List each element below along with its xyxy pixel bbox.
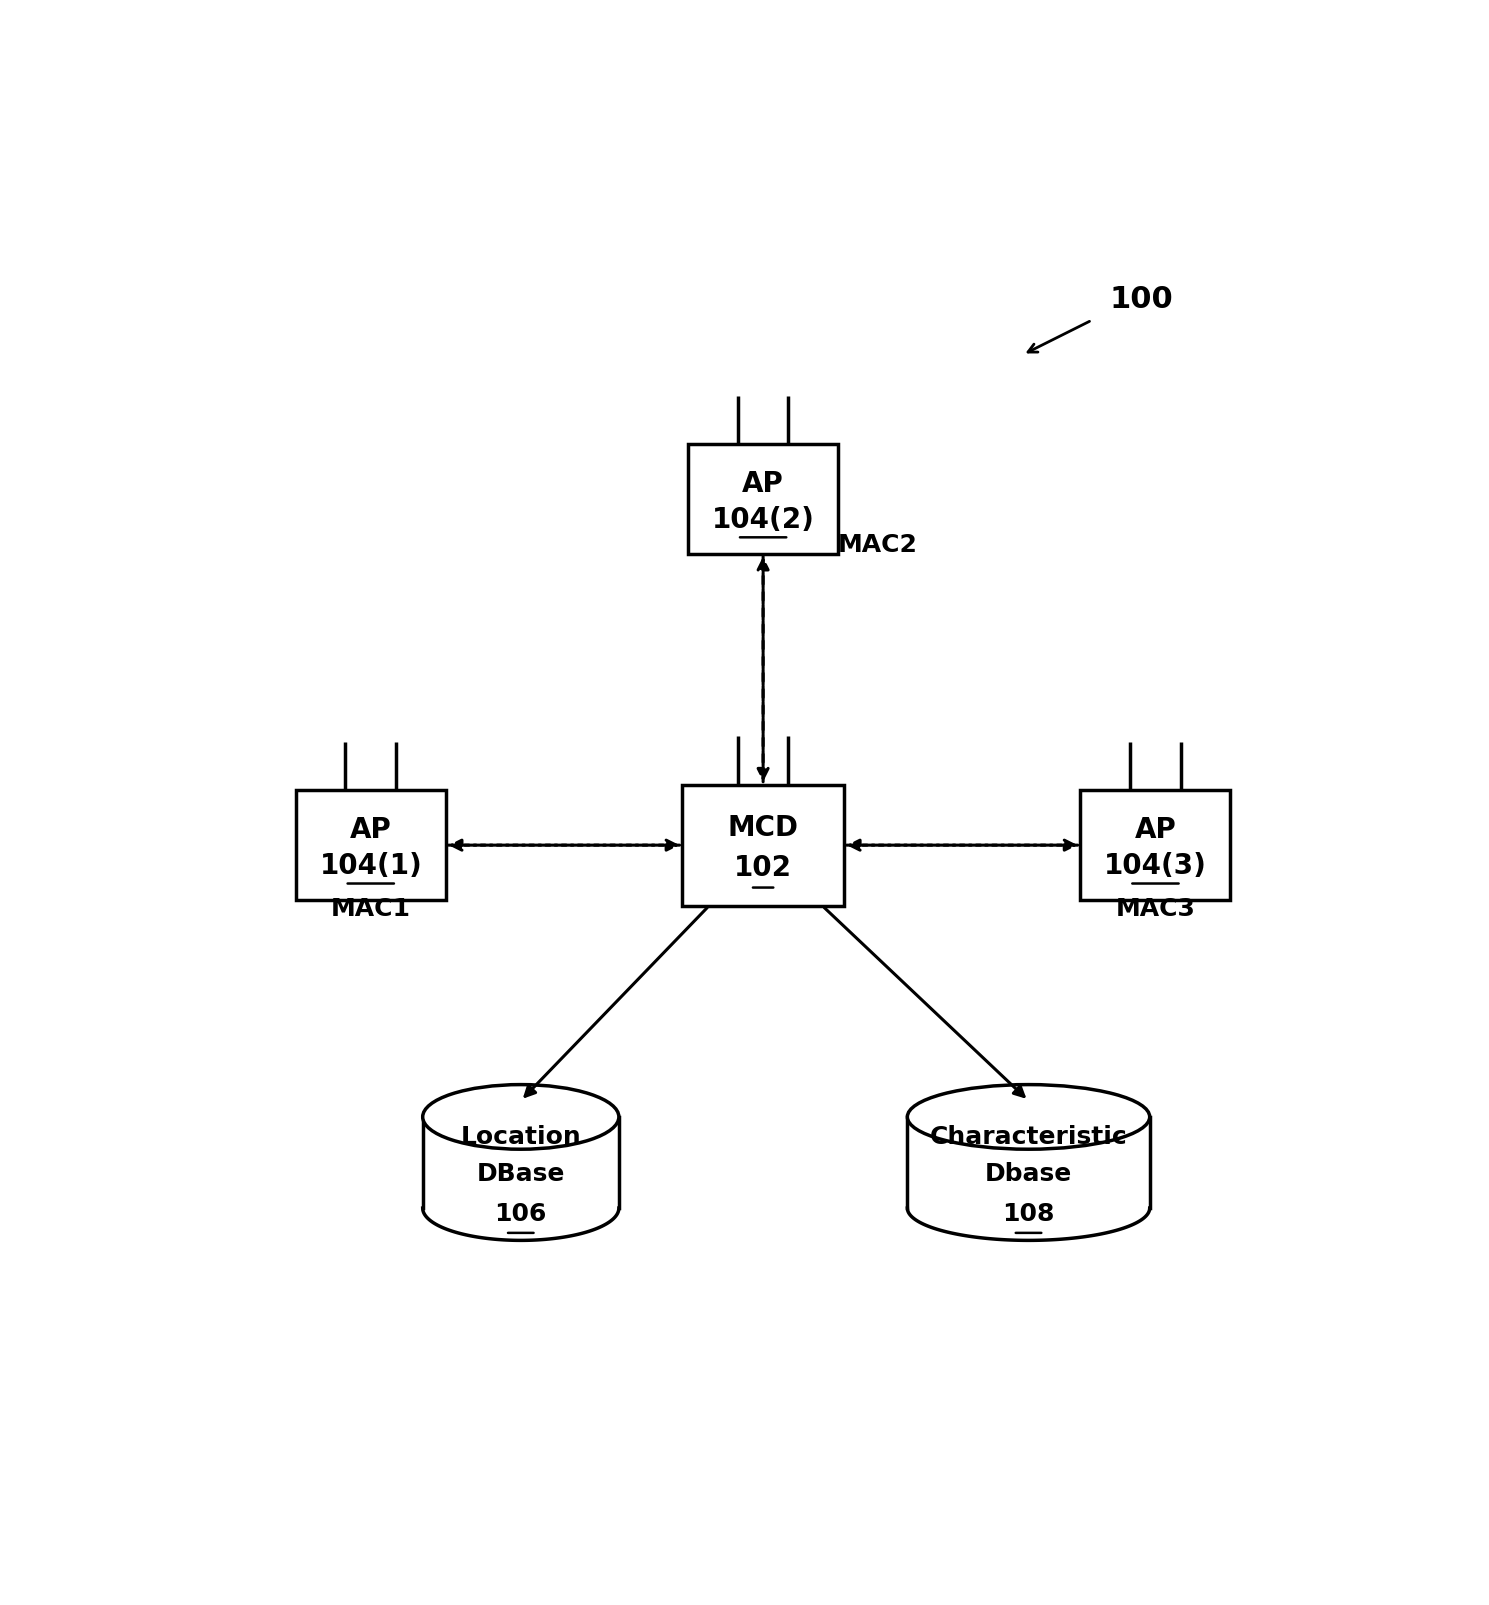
Bar [1081,790,1230,900]
Text: 104(1): 104(1) [319,852,423,880]
Text: MAC3: MAC3 [1115,897,1196,921]
Text: MCD: MCD [728,814,798,843]
Text: Dbase: Dbase [984,1162,1072,1186]
Text: AP: AP [742,470,785,498]
Text: 100: 100 [1109,286,1173,315]
Text: 106: 106 [494,1202,546,1226]
Text: 108: 108 [1002,1202,1054,1226]
Bar [907,1117,1150,1209]
Text: 104(3): 104(3) [1103,852,1208,880]
Text: AP: AP [1135,815,1176,844]
Bar [682,785,844,905]
Bar [296,790,445,900]
Bar [688,445,838,554]
Text: Location: Location [460,1125,581,1149]
Ellipse shape [423,1085,619,1149]
Text: 102: 102 [734,854,792,883]
Text: DBase: DBase [476,1162,564,1186]
Text: Characteristic: Characteristic [929,1125,1127,1149]
Text: MAC1: MAC1 [331,897,411,921]
Text: 104(2): 104(2) [712,506,814,534]
Bar [423,1117,619,1209]
Text: AP: AP [350,815,392,844]
Text: MAC2: MAC2 [838,533,919,557]
Ellipse shape [907,1085,1150,1149]
